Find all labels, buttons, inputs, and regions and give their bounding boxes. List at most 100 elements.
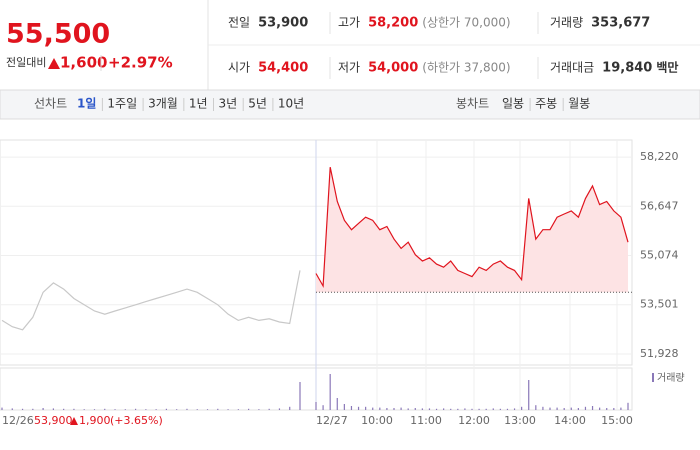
period-button[interactable]: 1년 xyxy=(189,97,208,111)
stat-label: 전일 xyxy=(228,16,250,30)
stat-note: (하한가 37,800) xyxy=(422,61,510,75)
volume-bar xyxy=(11,408,13,410)
price-area xyxy=(316,167,628,293)
volume-bar xyxy=(542,406,544,410)
x-tick-label: 12:00 xyxy=(458,414,490,427)
volume-bar xyxy=(63,408,65,410)
volume-bar xyxy=(556,407,558,410)
period-button[interactable]: 3개월 xyxy=(148,97,178,111)
stat-value: 19,840 xyxy=(602,61,652,76)
volume-bar xyxy=(206,409,209,410)
volume-bar xyxy=(521,406,523,410)
volume-bar xyxy=(613,408,615,410)
stat-value: 54,000 xyxy=(368,61,418,76)
period-button[interactable]: 1일 xyxy=(77,97,96,111)
volume-bar xyxy=(42,408,44,410)
period-button[interactable]: 5년 xyxy=(248,97,267,111)
up-icon xyxy=(70,417,78,425)
volume-bar xyxy=(1,407,3,410)
volume-bar xyxy=(350,406,353,410)
volume-bar xyxy=(176,409,178,410)
period-button[interactable]: 10년 xyxy=(278,97,304,111)
stat-label: 거래량 xyxy=(550,16,583,30)
footer-date: 12/26 xyxy=(2,414,34,427)
volume-bar xyxy=(478,408,480,410)
stat-value: 58,200 xyxy=(368,16,418,31)
y-tick-label: 51,928 xyxy=(640,347,679,360)
volume-bar xyxy=(299,382,301,410)
x-tick-label: 11:00 xyxy=(410,414,442,427)
volume-bar xyxy=(414,408,416,410)
volume-bar xyxy=(258,409,260,410)
volume-bar xyxy=(379,407,381,410)
volume-bar xyxy=(73,408,75,410)
candle-button[interactable]: 일봉 xyxy=(502,97,524,111)
y-tick-label: 55,074 xyxy=(640,249,679,262)
volume-bar xyxy=(620,407,622,410)
x-tick-label: 13:00 xyxy=(504,414,536,427)
volume-bar xyxy=(506,408,509,410)
volume-bar xyxy=(32,408,34,410)
change: 1,600 xyxy=(60,54,107,72)
x-tick-label: 14:00 xyxy=(554,414,586,427)
stat-note: (상한가 70,000) xyxy=(422,16,510,30)
line-chart-label: 선차트 xyxy=(34,97,67,111)
volume-bar xyxy=(196,409,198,410)
y-tick-label: 53,501 xyxy=(640,298,679,311)
volume-bar xyxy=(606,408,608,410)
volume-bar xyxy=(134,408,137,410)
period-button[interactable]: 1주일 xyxy=(107,97,137,111)
volume-bar xyxy=(428,408,431,410)
candle-chart-label: 봉차트 xyxy=(456,97,489,111)
volume-bar xyxy=(584,406,587,410)
volume-bar xyxy=(52,408,54,410)
volume-bar xyxy=(165,408,168,410)
volume-bar xyxy=(289,406,291,410)
stat-value: 353,677 xyxy=(591,16,650,31)
volume-bar xyxy=(563,408,565,410)
volume-bar xyxy=(627,402,629,410)
volume-bar xyxy=(237,409,239,410)
stat-label: 고가 xyxy=(338,16,360,30)
footer-pct: (+3.65%) xyxy=(110,414,163,427)
price-line xyxy=(315,166,629,289)
volume-bar xyxy=(365,406,367,410)
x-tick-label: 15:00 xyxy=(601,414,633,427)
volume-bar xyxy=(104,408,106,410)
volume-bar xyxy=(145,409,147,410)
change-pct: +2.97% xyxy=(108,54,173,72)
volume-bar xyxy=(485,408,487,410)
volume-bar xyxy=(535,405,537,410)
volume-bar xyxy=(457,408,459,410)
volume-bar xyxy=(464,408,466,410)
stat-label: 저가 xyxy=(338,61,360,75)
volume-bar xyxy=(549,407,551,410)
volume-bar xyxy=(21,408,24,410)
volume-bar xyxy=(400,407,402,410)
x-tick-label: 10:00 xyxy=(361,414,393,427)
volume-bar xyxy=(499,408,501,410)
candle-button[interactable]: 주봉 xyxy=(535,97,557,111)
footer-close: 53,900 xyxy=(34,414,73,427)
volume-bar xyxy=(570,407,572,410)
volume-bar xyxy=(357,406,360,410)
footer-change: 1,900 xyxy=(79,414,111,427)
stat-value: 53,900 xyxy=(258,16,308,31)
volume-bar xyxy=(372,407,374,410)
volume-bar xyxy=(599,407,601,410)
volume-bar xyxy=(124,409,126,410)
volume-bar xyxy=(407,408,409,410)
volume-bar xyxy=(343,404,345,410)
stat-label: 시가 xyxy=(228,61,250,75)
volume-bar xyxy=(528,380,530,410)
volume-bar xyxy=(421,408,423,410)
volume-bar xyxy=(278,408,281,410)
volume-bar xyxy=(591,406,594,410)
volume-bar xyxy=(471,408,473,410)
period-button[interactable]: 3년 xyxy=(219,97,238,111)
candle-button[interactable]: 월봉 xyxy=(568,97,590,111)
toolbar xyxy=(0,89,700,120)
volume-legend: 거래량 xyxy=(657,372,685,384)
volume-bar xyxy=(83,409,85,410)
